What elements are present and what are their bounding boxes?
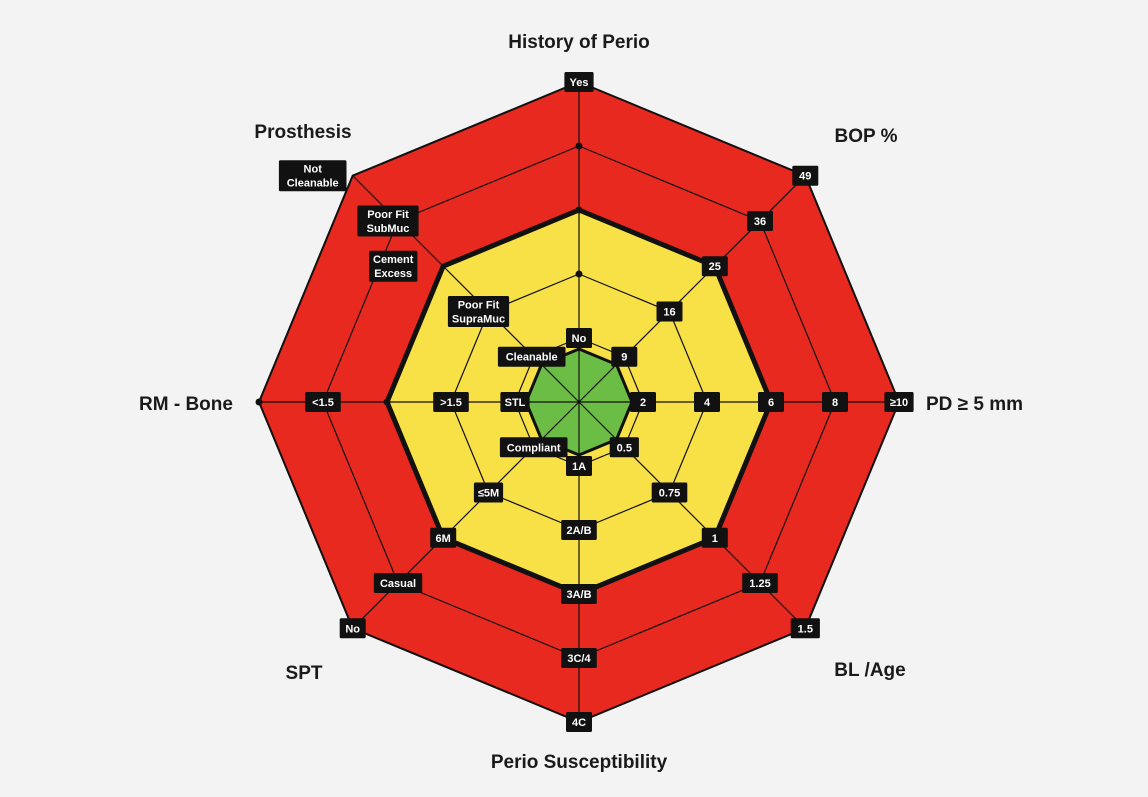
tick-dot: [575, 142, 583, 150]
value-label-spt: ≤5M: [473, 482, 504, 503]
tick-dot: [383, 398, 391, 406]
value-label-prosthesis: Poor Fit SubMuc: [357, 205, 419, 237]
value-label-text: No: [572, 333, 587, 345]
value-label-text: 4: [704, 397, 711, 409]
tick-dot: [575, 206, 583, 214]
value-label-pd: ≥10: [884, 392, 914, 412]
value-label-text: Compliant: [507, 442, 561, 454]
axis-title-pd: PD ≥ 5 mm: [926, 394, 1023, 415]
axis-title-history-of-perio: History of Perio: [508, 32, 649, 53]
value-label-spt: Compliant: [499, 437, 568, 458]
value-label-text: 3C/4: [567, 653, 591, 665]
value-label-pd: 8: [822, 392, 848, 412]
value-label-text: 25: [709, 261, 721, 273]
value-label-text: STL: [505, 397, 526, 409]
value-label-text: >1.5: [440, 397, 462, 409]
value-label-text: Not Cleanable: [287, 164, 339, 190]
value-label-text: <1.5: [312, 397, 334, 409]
value-label-text: 4C: [572, 717, 586, 729]
value-label-bl-age: 0.5: [609, 437, 639, 458]
value-label-text: 16: [663, 307, 675, 319]
value-label-text: Poor Fit SubMuc: [367, 209, 410, 235]
value-label-spt: No: [339, 618, 366, 639]
value-label-text: No: [345, 623, 360, 635]
value-label-bl-age: 0.75: [651, 482, 688, 503]
value-label-rm-bone: STL: [500, 392, 530, 412]
value-label-text: 6M: [436, 533, 451, 545]
axis-title-perio-susceptibility: Perio Susceptibility: [491, 752, 668, 773]
value-label-text: 1.5: [798, 623, 813, 635]
value-label-text: 3A/B: [566, 589, 591, 601]
value-label-text: Casual: [380, 578, 416, 590]
value-label-text: 8: [832, 397, 838, 409]
value-label-text: 2: [640, 397, 646, 409]
value-label-text: 49: [799, 171, 811, 183]
tick-dot: [255, 398, 263, 406]
value-label-spt: Casual: [373, 573, 423, 593]
value-label-text: ≤5M: [478, 488, 499, 500]
value-label-text: Cleanable: [506, 352, 558, 364]
value-label-pd: 4: [694, 392, 720, 412]
value-label-bop: 36: [747, 211, 773, 231]
value-label-text: 0.75: [659, 488, 680, 500]
value-label-bop: 49: [792, 165, 819, 186]
value-label-pd: 2: [630, 392, 656, 412]
value-label-text: 2A/B: [566, 525, 591, 537]
value-label-prosthesis: Poor Fit SupraMuc: [447, 296, 510, 327]
value-label-perio-susceptibility: 1A: [566, 456, 592, 476]
value-label-history-of-perio: Yes: [564, 72, 594, 92]
value-label-rm-bone: >1.5: [433, 392, 469, 412]
value-label-prosthesis: Not Cleanable: [278, 160, 347, 192]
value-label-perio-susceptibility: 4C: [566, 712, 592, 732]
value-label-text: ≥10: [890, 397, 908, 409]
value-label-bl-age: 1.5: [790, 618, 820, 639]
axis-title-spt: SPT: [286, 663, 323, 684]
value-label-text: 6: [768, 397, 774, 409]
value-label-text: 9: [621, 352, 627, 364]
value-label-text: 1.25: [749, 578, 770, 590]
value-label-text: Yes: [570, 77, 589, 89]
value-label-bl-age: 1.25: [742, 573, 778, 593]
value-label-bop: 16: [656, 301, 683, 322]
value-label-perio-susceptibility: 3C/4: [561, 648, 597, 668]
axis-title-prosthesis: Prosthesis: [254, 122, 351, 143]
value-label-prosthesis: Cement Excess: [369, 250, 418, 282]
tick-dot: [575, 270, 583, 278]
value-label-prosthesis: Cleanable: [497, 346, 566, 367]
value-label-perio-susceptibility: 3A/B: [561, 584, 597, 604]
value-label-spt: 6M: [430, 527, 457, 548]
value-label-text: Cement Excess: [373, 254, 414, 280]
axis-title-bop: BOP %: [834, 126, 897, 147]
axis-title-bl-age: BL /Age: [834, 660, 905, 681]
value-label-text: 0.5: [617, 442, 632, 454]
axis-title-rm-bone: RM - Bone: [139, 394, 233, 415]
value-label-bl-age: 1: [701, 527, 728, 548]
value-label-bop: 25: [701, 256, 728, 277]
value-label-history-of-perio: No: [566, 328, 592, 348]
value-label-perio-susceptibility: 2A/B: [561, 520, 597, 540]
value-label-text: 1A: [572, 461, 586, 473]
value-label-text: Poor Fit SupraMuc: [452, 300, 505, 326]
value-label-text: 36: [754, 216, 766, 228]
value-label-bop: 9: [611, 346, 638, 367]
value-label-rm-bone: <1.5: [305, 392, 341, 412]
value-label-text: 1: [712, 533, 718, 545]
value-label-pd: 6: [758, 392, 784, 412]
